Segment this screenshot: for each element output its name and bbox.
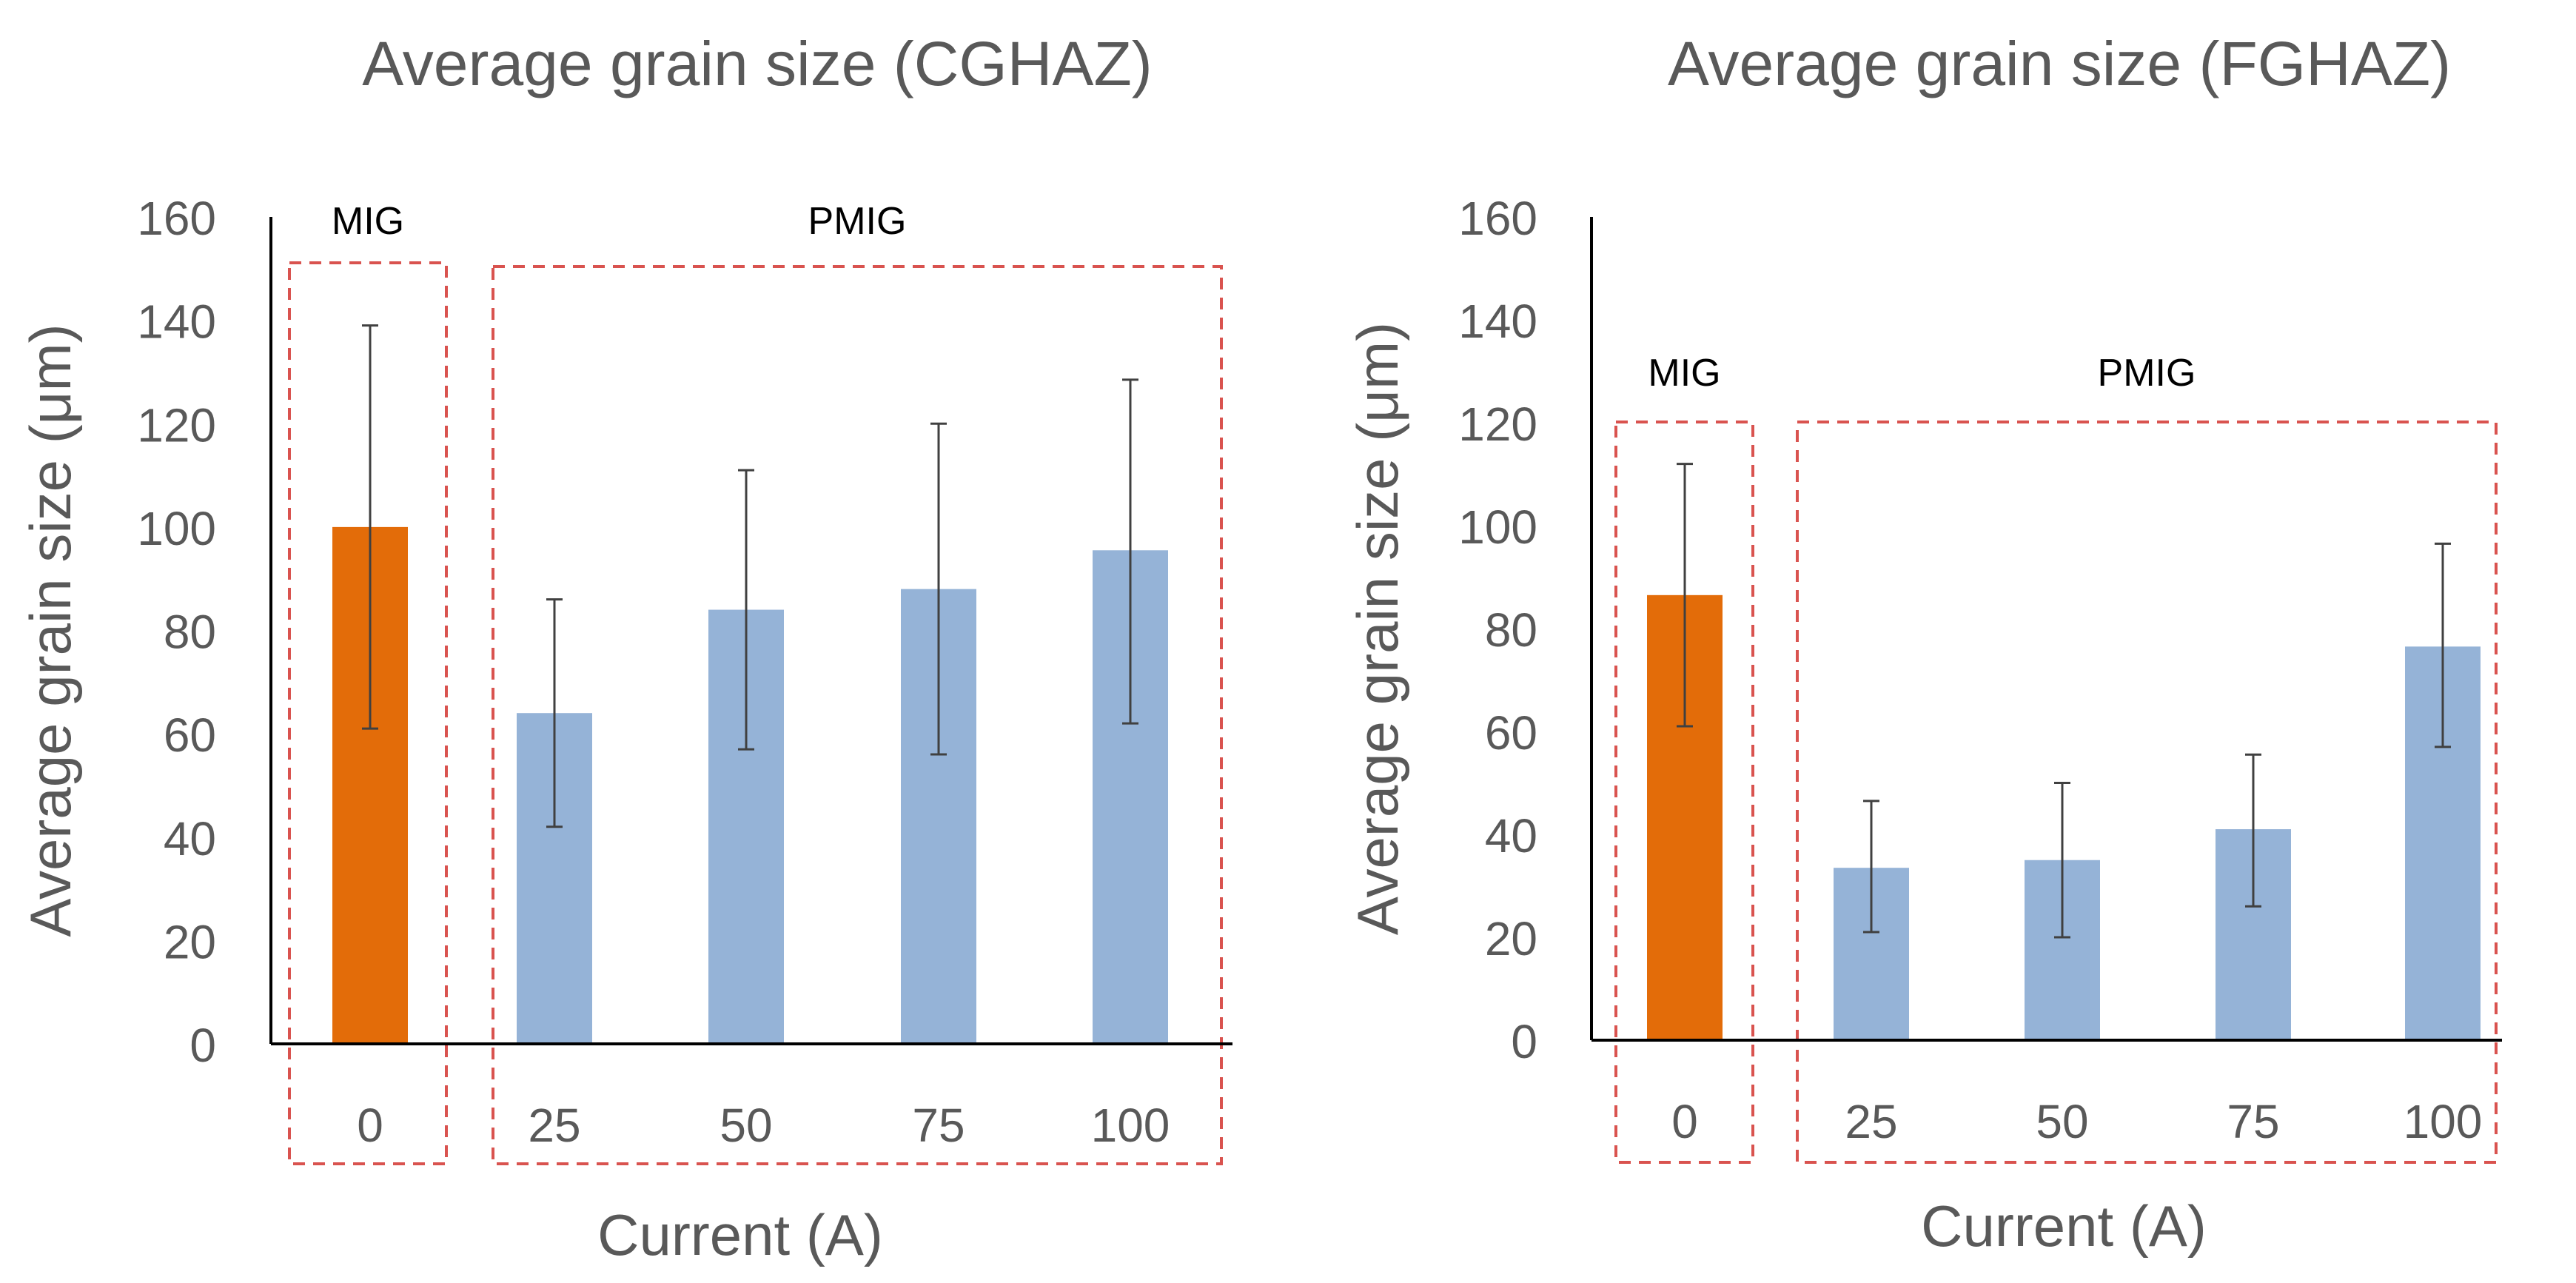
x-axis-label: Current (A) (1921, 1193, 2207, 1259)
y-axis-label: Average grain size (μm) (18, 324, 83, 937)
group-box-mig (288, 261, 448, 1165)
error-bar (1863, 800, 1879, 934)
y-tick-label: 40 (1485, 809, 1537, 862)
chart-cghaz: Average grain size (CGHAZ) Average grain… (18, 29, 1232, 1267)
y-tick-label: 60 (164, 709, 216, 762)
error-bar (2435, 542, 2451, 748)
group-label-pmig: PMIG (2098, 352, 2196, 395)
error-bar (930, 422, 947, 756)
x-tick-label: 75 (2227, 1095, 2279, 1148)
y-tick-label: 40 (164, 812, 216, 865)
y-tick-label: 120 (137, 398, 216, 452)
y-tick-label: 20 (164, 915, 216, 968)
y-tick-label: 160 (137, 192, 216, 245)
error-bar (362, 324, 378, 730)
error-bar (2245, 753, 2261, 908)
x-tick-label: 100 (1091, 1099, 1170, 1152)
x-tick-label: 75 (912, 1099, 965, 1152)
x-tick-label: 0 (357, 1099, 383, 1152)
x-tick-label: 0 (1671, 1095, 1698, 1148)
x-tick-label: 50 (2036, 1095, 2088, 1148)
y-tick-label: 100 (1458, 500, 1537, 554)
x-axis-label: Current (A) (597, 1202, 883, 1267)
group-label-mig: MIG (332, 200, 404, 243)
y-axis-label: Average grain size (μm) (1345, 322, 1410, 935)
y-tick-label: 100 (137, 502, 216, 555)
chart-title: Average grain size (FGHAZ) (1668, 29, 2451, 98)
y-tick-label: 160 (1458, 192, 1537, 245)
y-tick-label: 140 (137, 295, 216, 349)
x-tick-label: 25 (528, 1099, 580, 1152)
error-bar (546, 598, 563, 828)
chart-fghaz: Average grain size (FGHAZ) Average grain… (1345, 29, 2502, 1259)
error-bar (1677, 463, 1693, 728)
x-tick-label: 25 (1845, 1095, 1897, 1148)
y-tick-label: 140 (1458, 295, 1537, 348)
group-label-mig: MIG (1648, 352, 1720, 395)
y-tick-label: 20 (1485, 912, 1537, 965)
x-tick-label: 100 (2404, 1095, 2483, 1148)
error-bar (2054, 782, 2070, 939)
x-tick-label: 50 (720, 1099, 772, 1152)
group-box-mig (1614, 421, 1754, 1164)
y-tick-label: 80 (164, 606, 216, 659)
error-bar (1122, 378, 1138, 725)
group-box-pmig (492, 265, 1223, 1165)
y-tick-label: 80 (1485, 603, 1537, 657)
y-tick-label: 0 (189, 1019, 216, 1072)
y-tick-label: 0 (1511, 1015, 1537, 1068)
y-tick-label: 120 (1458, 398, 1537, 451)
chart-title: Average grain size (CGHAZ) (362, 29, 1152, 98)
group-label-pmig: PMIG (808, 200, 907, 243)
error-bar (738, 469, 754, 751)
y-tick-label: 60 (1485, 706, 1537, 760)
group-box-pmig (1796, 421, 2498, 1164)
